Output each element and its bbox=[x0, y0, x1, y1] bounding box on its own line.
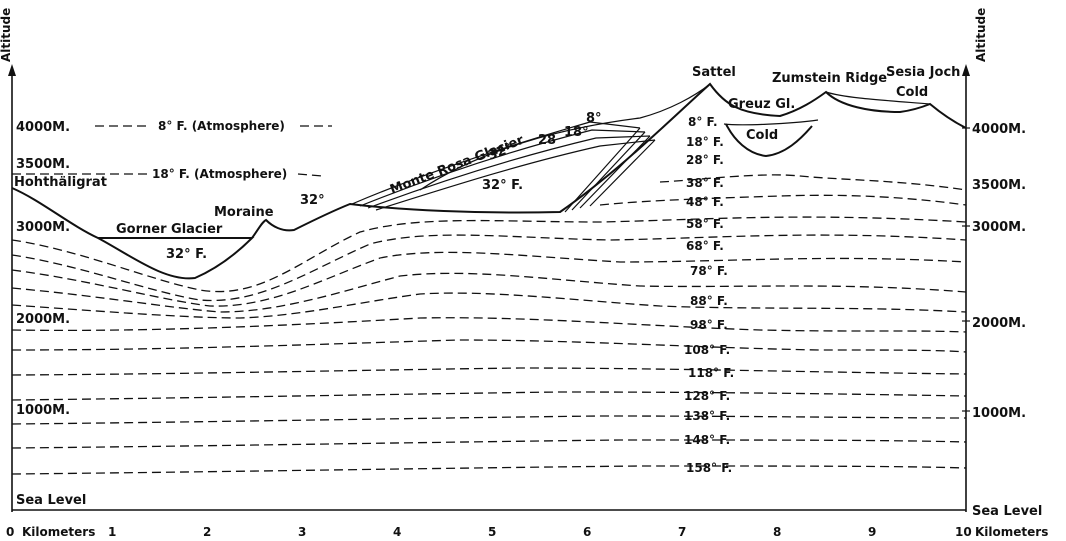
greuz-glacier-outline bbox=[723, 119, 819, 126]
right-ridge-upper bbox=[825, 91, 931, 105]
label-sesia-joch: Sesia Joch bbox=[886, 65, 960, 80]
glacier-fold-2 bbox=[571, 131, 646, 211]
glacier-band-1 bbox=[351, 121, 641, 205]
atmosphere-18-label: 18° F. (Atmosphere) bbox=[152, 167, 287, 181]
isotherm-line-168 bbox=[11, 465, 967, 475]
isotherm-label-88: 88° F. bbox=[690, 294, 728, 308]
label-cold-lower: Cold bbox=[746, 128, 778, 143]
isotherm-line-158 bbox=[11, 439, 967, 449]
label-greuz-gl: Greuz Gl. bbox=[728, 97, 795, 112]
atmosphere-8-label: 8° F. (Atmosphere) bbox=[158, 119, 285, 133]
right-axis-arrow bbox=[962, 64, 970, 76]
label-sattel: Sattel bbox=[692, 65, 736, 80]
temp-gorner-32: 32° F. bbox=[166, 247, 207, 262]
isotherm-line-58 bbox=[11, 216, 967, 293]
isotherm-line-88 bbox=[11, 272, 967, 313]
isotherm-line-38 bbox=[659, 174, 967, 191]
glacier-top-surface bbox=[419, 83, 711, 191]
temp-glacier-28: 28 bbox=[538, 133, 556, 148]
isotherm-lines bbox=[11, 174, 967, 475]
isotherm-label-128: 128° F. bbox=[684, 389, 730, 403]
left-alt-2000: 2000M. bbox=[16, 312, 70, 327]
label-hohthaligrat: Hohthäligrat bbox=[14, 175, 107, 190]
isotherm-label-118: 118° F. bbox=[688, 366, 734, 380]
glacier-band-3 bbox=[367, 135, 651, 209]
x-tick-0: 0 bbox=[6, 525, 14, 539]
isotherm-line-118 bbox=[11, 339, 967, 353]
left-sea-level: Sea Level bbox=[16, 493, 86, 508]
temp-moraine-32: 32° bbox=[300, 193, 325, 208]
isotherm-label-108: 108° F. bbox=[684, 343, 730, 357]
isotherm-label-158: 158° F. bbox=[686, 461, 732, 475]
isotherm-label-18: 18° F. bbox=[686, 135, 724, 149]
right-alt-2000: 2000M. bbox=[972, 316, 1026, 331]
label-cold-upper: Cold bbox=[896, 85, 928, 100]
isotherm-label-58: 58° F. bbox=[686, 217, 724, 231]
isotherm-line-98 bbox=[11, 292, 967, 319]
glacier-band-4 bbox=[375, 139, 656, 211]
isotherm-label-8: 8° F. bbox=[688, 115, 718, 129]
isotherm-label-48: 48° F. bbox=[686, 195, 724, 209]
temp-glacier-8: 8° bbox=[586, 111, 602, 126]
glacier-fold-1 bbox=[564, 127, 641, 213]
x-tick-5: 5 bbox=[488, 525, 496, 539]
left-alt-3000: 3000M. bbox=[16, 220, 70, 235]
label-moraine: Moraine bbox=[214, 205, 274, 220]
left-alt-4000: 4000M. bbox=[16, 120, 70, 135]
label-zumstein-ridge: Zumstein Ridge bbox=[772, 71, 887, 86]
glacier-fold-3 bbox=[579, 135, 651, 209]
left-alt-3500: 3500M. bbox=[16, 157, 70, 172]
x-tick-7: 7 bbox=[678, 525, 686, 539]
x-tick-6: 6 bbox=[583, 525, 591, 539]
isotherm-label-68: 68° F. bbox=[686, 239, 724, 253]
x-tick-10: 10 bbox=[955, 525, 972, 539]
isotherm-value-labels: 8° F. 18° F. 28° F. 38° F. 48° F. 58° F.… bbox=[684, 115, 734, 475]
isotherm-line-48 bbox=[599, 194, 967, 206]
x-tick-2: 2 bbox=[203, 525, 211, 539]
ground-surface-profile bbox=[11, 82, 967, 280]
right-alt-3500: 3500M. bbox=[972, 178, 1026, 193]
isotherm-line-138 bbox=[11, 391, 967, 401]
isotherm-label-148: 148° F. bbox=[684, 433, 730, 447]
isotherm-label-78: 78° F. bbox=[690, 264, 728, 278]
left-axis-title: Altitude bbox=[0, 8, 13, 62]
isotherm-label-98: 98° F. bbox=[690, 318, 728, 332]
x-tick-9: 9 bbox=[868, 525, 876, 539]
temp-glacier-18: 18° bbox=[564, 125, 589, 140]
isotherm-label-138: 138° F. bbox=[684, 409, 730, 423]
isotherm-label-38: 38° F. bbox=[686, 176, 724, 190]
left-alt-1000: 1000M. bbox=[16, 403, 70, 418]
right-axis-title: Altitude bbox=[974, 8, 988, 62]
label-gorner-glacier: Gorner Glacier bbox=[116, 222, 223, 237]
temp-interior-32: 32° F. bbox=[482, 178, 523, 193]
isotherm-label-28: 28° F. bbox=[686, 153, 724, 167]
isotherm-line-78 bbox=[11, 251, 967, 307]
right-alt-4000: 4000M. bbox=[972, 122, 1026, 137]
right-alt-3000: 3000M. bbox=[972, 220, 1026, 235]
glacier-fold-4 bbox=[589, 139, 656, 207]
glacier-band-2 bbox=[359, 129, 646, 207]
x-tick-1: 1 bbox=[108, 525, 116, 539]
right-alt-1000: 1000M. bbox=[972, 406, 1026, 421]
atmosphere-18-right-line bbox=[297, 173, 323, 177]
right-sea-level: Sea Level bbox=[972, 504, 1042, 519]
cold-lens-outline bbox=[725, 123, 813, 158]
monte-rosa-glacier-bands bbox=[351, 83, 711, 213]
isotherm-line-68 bbox=[11, 234, 967, 302]
isotherm-line-108 bbox=[11, 317, 967, 333]
x-unit-left: Kilometers bbox=[22, 525, 95, 539]
isotherm-line-128 bbox=[11, 367, 967, 376]
left-axis-arrow bbox=[8, 64, 16, 76]
x-tick-8: 8 bbox=[773, 525, 781, 539]
x-tick-3: 3 bbox=[298, 525, 306, 539]
x-tick-4: 4 bbox=[393, 525, 401, 539]
isotherm-line-148 bbox=[11, 415, 967, 425]
x-unit-right: Kilometers bbox=[975, 525, 1048, 539]
